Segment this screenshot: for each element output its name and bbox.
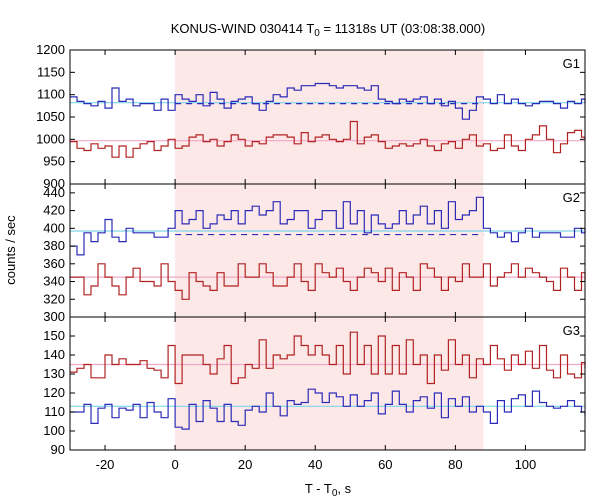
panel-g1: 900 950 1000 1050 1100 1150 1200 G1 xyxy=(36,42,586,191)
series-red-histogram xyxy=(70,120,586,158)
series-red-histogram xyxy=(70,331,586,385)
series-blue-histogram xyxy=(70,388,586,430)
y-tick-label: 110 xyxy=(44,404,65,419)
y-tick-label: 140 xyxy=(43,347,65,362)
x-axis-label: T - T0, s xyxy=(305,481,352,499)
panel-g2: 300 320 340 360 380 400 420 440 G2 xyxy=(43,183,586,324)
y-tick-label: 90 xyxy=(51,442,65,457)
series-blue-histogram xyxy=(70,196,586,256)
y-tick-label: 900 xyxy=(43,176,65,191)
y-tick-label: 1200 xyxy=(36,42,65,57)
chart-title: KONUS-WIND 030414 T0 = 11318s UT (03:08:… xyxy=(171,21,485,39)
y-tick-label: 440 xyxy=(43,185,65,200)
y-tick-label: 100 xyxy=(43,423,65,438)
y-tick-label: 320 xyxy=(43,291,65,306)
x-tick-label: 100 xyxy=(515,457,537,472)
series-red-histogram xyxy=(70,263,586,300)
panel-label: G2 xyxy=(563,190,580,205)
y-tick-label: 340 xyxy=(43,274,65,289)
y-axis-label: counts / sec xyxy=(3,215,18,285)
y-tick-label: 380 xyxy=(43,238,65,253)
x-tick-label: 40 xyxy=(308,457,322,472)
x-tick-label: 20 xyxy=(238,457,252,472)
burst-interval-shading xyxy=(175,317,484,450)
x-tick-label: 80 xyxy=(448,457,462,472)
x-tick-label: 60 xyxy=(378,457,392,472)
panel-label: G1 xyxy=(563,56,580,71)
y-tick-label: 150 xyxy=(43,328,65,343)
y-tick-label: 950 xyxy=(43,154,65,169)
x-tick-labels: -20 0 20 40 60 80 100 xyxy=(96,457,537,472)
panel-label: G3 xyxy=(563,323,580,338)
y-tick-label: 1150 xyxy=(37,64,65,79)
x-tick-label: -20 xyxy=(96,457,115,472)
burst-interval-shading xyxy=(175,184,484,317)
plot-area: 90095010001050110011501200G1300320340360… xyxy=(36,42,586,472)
x-tick-label: 0 xyxy=(171,457,178,472)
burst-interval-shading xyxy=(175,50,484,184)
y-tick-label: 1000 xyxy=(36,131,65,146)
y-tick-label: 400 xyxy=(43,220,65,235)
y-tick-label: 120 xyxy=(43,385,65,400)
panel-frame xyxy=(69,316,586,451)
y-tick-label: 360 xyxy=(43,256,65,271)
y-tick-label: 130 xyxy=(43,366,65,381)
y-tick-label: 420 xyxy=(43,203,65,218)
y-tick-label: 300 xyxy=(43,309,65,324)
y-tick-label: 1100 xyxy=(37,87,65,102)
panel-g3: 90 100 110 120 130 140 150 G3 xyxy=(43,316,586,457)
y-tick-label: 1050 xyxy=(36,109,65,124)
series-blue-histogram xyxy=(70,82,586,120)
